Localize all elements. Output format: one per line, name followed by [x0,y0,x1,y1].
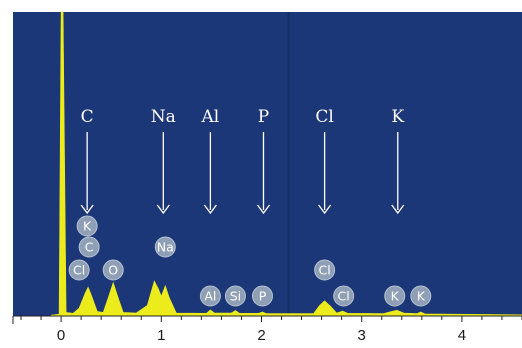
peak-label: Al [199,285,221,307]
element-arrow-label: Cl [315,107,333,127]
element-arrow: K [391,107,405,215]
peak-label-text: Cl [73,263,85,278]
peak-label-text: Cl [338,289,350,304]
peak-label-badge [251,285,273,307]
peak-label-text: Na [157,240,174,255]
element-arrow: C [80,107,94,215]
peak-label-text: C [85,240,94,255]
peak-label-text: P [259,289,267,304]
peak-label-badge [154,236,176,258]
arrow-head [256,204,271,215]
peak-label-text: Cl [319,263,331,278]
peak-label: K [76,215,98,237]
peak-label-badge [76,215,98,237]
peak-label-badge [384,285,406,307]
arrow-head [203,204,217,215]
peak-label-badge [333,285,355,307]
element-arrow-label: K [391,107,404,127]
element-arrow-label: P [258,107,269,127]
peak-label-text: Al [204,289,216,304]
peak-label-text: K [83,219,92,234]
peak-label-text: K [391,289,400,304]
peak-label-text: O [108,263,118,278]
element-arrow: Na [151,107,176,215]
peak-label: C [78,236,100,258]
peak-label-badge [314,259,336,281]
arrow-head [318,204,332,215]
peak-label-text: K [417,289,426,304]
x-tick-label: 4 [458,327,466,344]
element-arrow: Al [201,107,220,215]
peak-label: Cl [68,259,90,281]
arrow-head [156,204,170,215]
x-tick-label: 1 [157,327,165,344]
peak-label: K [410,285,432,307]
peak-label-badge [102,259,124,281]
peak-label-badge [224,285,246,307]
element-arrow-label: C [81,107,94,127]
peak-label: Cl [333,285,355,307]
element-arrow: Cl [315,107,334,215]
x-tick-label: 2 [257,327,265,344]
peak-label: P [251,285,273,307]
arrow-head [80,204,94,215]
peak-label-text: Si [230,289,241,304]
x-tick-label: 3 [358,327,366,344]
arrow-head [391,204,405,215]
spectrum-area [50,11,522,317]
peak-label: K [384,285,406,307]
peak-label: O [102,259,124,281]
element-arrow-label: Na [151,107,176,127]
peak-label: Na [154,236,176,258]
peak-label-badge [410,285,432,307]
peak-label: Si [224,285,246,307]
peak-label: Cl [314,259,336,281]
peak-label-badge [68,259,90,281]
peak-label-badge [78,236,100,258]
peak-label-badge [199,285,221,307]
element-arrow: P [256,107,271,215]
x-tick-label: 0 [57,327,65,344]
element-arrow-label: Al [201,107,220,127]
plot-background [13,12,522,316]
